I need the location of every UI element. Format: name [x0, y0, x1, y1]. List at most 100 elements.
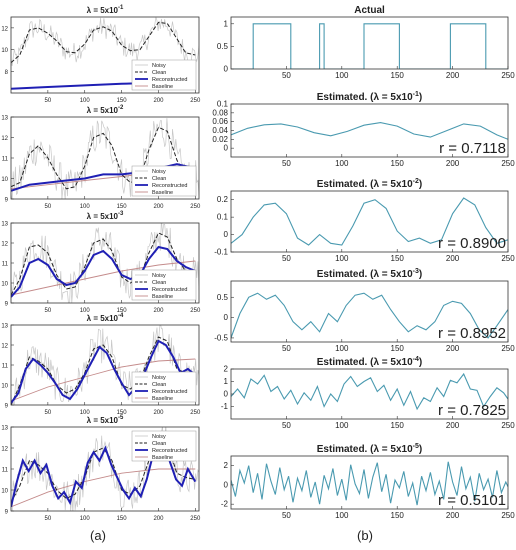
chart-title: Estimated. (λ = 5x10-4) [317, 356, 422, 368]
x-tick-label: 200 [446, 254, 460, 263]
y-tick-label: 12 [1, 26, 8, 32]
plot-area [231, 122, 508, 140]
chart-title-suffix: ) [419, 269, 422, 280]
y-tick-label: 10 [1, 177, 8, 183]
axes-frame [230, 190, 509, 253]
x-tick-label: 250 [501, 159, 515, 168]
x-tick-label: 250 [501, 344, 515, 353]
y-tick-label: 10 [1, 489, 8, 495]
legend-label: Baseline [152, 84, 173, 90]
plot-area [231, 23, 508, 69]
plot-area [11, 325, 199, 405]
x-tick-label: 250 [501, 421, 515, 430]
x-tick-label: 150 [117, 204, 128, 210]
chart-title: Estimated. (λ = 5x10-3) [317, 268, 422, 280]
correlation-annotation: r = 0.7118 [439, 140, 506, 157]
noisy-line [11, 325, 199, 405]
right-caption: (b) [357, 528, 373, 543]
chart-title-exponent: -5 [413, 443, 419, 450]
plot-area [231, 461, 508, 506]
chart-title-text: Estimated. (λ = 5x10 [317, 179, 413, 190]
y-tick-label: 0.08 [212, 108, 228, 117]
y-tick-label: 0 [224, 390, 229, 399]
legend-label: Noisy [152, 434, 166, 440]
y-tick-label: 11 [2, 157, 9, 163]
chart-panel-5: λ = 5x10-5 50 100 150 200 250 9 10 11 12 13 NoisyCl… [1, 415, 201, 522]
y-tick-label: 0.2 [217, 195, 229, 204]
chart-title-suffix: ) [419, 179, 422, 190]
chart-title-text: Estimated. (λ = 5x10 [317, 444, 413, 455]
y-tick-label: 0 [224, 144, 229, 153]
chart-title-exponent: -2 [118, 105, 124, 111]
legend-box [131, 165, 197, 197]
chart-title: Estimated. (λ = 5x10-1) [317, 91, 422, 103]
y-tick-label: 0 [224, 230, 229, 239]
x-tick-label: 200 [153, 204, 164, 210]
x-tick-label: 50 [282, 71, 291, 80]
x-tick-label: 250 [190, 516, 201, 522]
y-tick-label: 11 [2, 468, 9, 474]
clean-line [11, 126, 196, 190]
x-tick-label: 100 [80, 204, 91, 210]
y-tick-label: 8 [5, 70, 9, 76]
chart-title-suffix: ) [419, 357, 422, 368]
x-tick-label: 200 [446, 159, 460, 168]
plot-area [231, 372, 508, 411]
plot-area [231, 197, 508, 246]
chart-title-text: Estimated. (λ = 5x10 [317, 357, 413, 368]
chart-title-exponent: -3 [413, 268, 419, 275]
y-tick-label: 11 [2, 262, 9, 268]
x-tick-label: 150 [117, 98, 128, 104]
correlation-annotation: r = 0.5101 [438, 492, 506, 509]
axes-frame [230, 455, 509, 510]
x-tick-label: 150 [391, 254, 405, 263]
chart-title: λ = 5x10-3 [87, 211, 124, 221]
x-tick-label: 250 [190, 98, 201, 104]
x-tick-label: 100 [335, 421, 349, 430]
chart-title-exponent: -4 [413, 356, 419, 363]
x-tick-label: 150 [391, 159, 405, 168]
x-tick-label: 150 [117, 410, 128, 416]
chart-title: λ = 5x10-1 [87, 5, 124, 15]
chart-title-text: λ = 5x10 [87, 212, 119, 221]
x-tick-label: 250 [501, 511, 515, 520]
chart-panel-4: λ = 5x10-4 50 100 150 200 250 9 10 11 12 13 NoisyCl… [1, 313, 201, 416]
y-tick-label: 0.5 [217, 293, 229, 302]
chart-title-suffix: ) [419, 444, 422, 455]
x-tick-label: 200 [153, 410, 164, 416]
x-tick-label: 100 [335, 71, 349, 80]
x-tick-label: 100 [80, 308, 91, 314]
x-tick-label: 150 [117, 516, 128, 522]
x-tick-label: 250 [190, 204, 201, 210]
y-tick-label: 11 [2, 364, 9, 370]
x-tick-label: 50 [45, 204, 52, 210]
y-tick-label: 0.5 [217, 42, 229, 51]
chart-panel-11: Estimated. (λ = 5x10-5) 50 100 150 200 250 -2 0… [221, 443, 515, 520]
series-line [231, 461, 508, 506]
chart-title-suffix: ) [419, 92, 422, 103]
chart-panel-6: Actual 50 100 150 200 250 0 0.5 1 [217, 5, 515, 80]
series-line [231, 292, 508, 339]
y-tick-label: -0.1 [214, 248, 228, 257]
chart-title-text: λ = 5x10 [87, 416, 119, 425]
chart-title: λ = 5x10-2 [87, 105, 124, 115]
x-tick-label: 100 [80, 98, 91, 104]
plot-area [11, 223, 199, 303]
y-tick-label: 10 [1, 48, 8, 54]
y-tick-label: 1 [224, 19, 229, 28]
x-tick-label: 100 [335, 344, 349, 353]
x-tick-label: 200 [446, 511, 460, 520]
noisy-line [11, 223, 199, 303]
chart-title-text: Estimated. (λ = 5x10 [317, 92, 413, 103]
y-tick-label: 0.04 [212, 126, 228, 135]
x-tick-label: 150 [391, 511, 405, 520]
chart-panel-10: Estimated. (λ = 5x10-4) 50 100 150 200 250 -1 0… [221, 356, 515, 430]
chart-title: λ = 5x10-5 [87, 415, 124, 425]
x-tick-label: 50 [282, 511, 291, 520]
correlation-annotation: r = 0.8900 [438, 235, 506, 252]
